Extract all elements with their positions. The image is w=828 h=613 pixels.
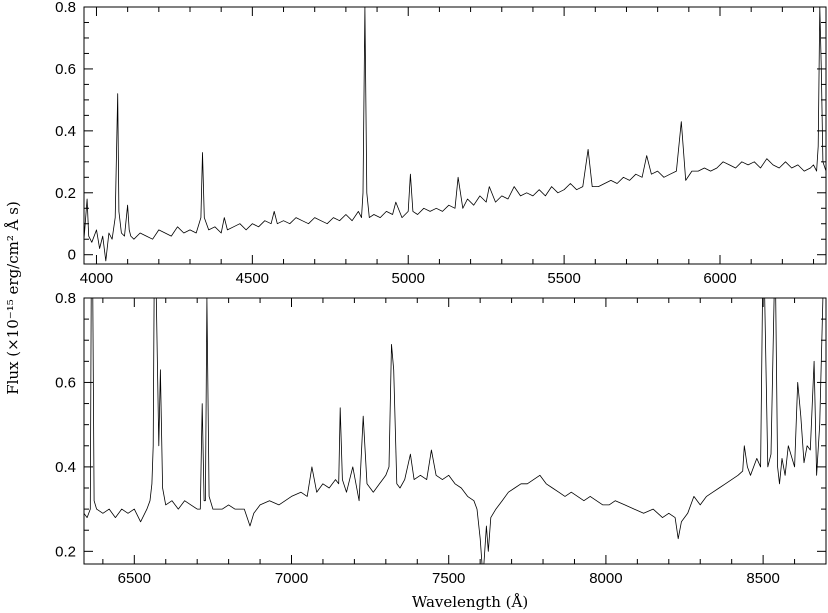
x-tick-label: 8000 — [589, 570, 622, 587]
y-tick-label: 0.2 — [55, 185, 76, 202]
y-tick-label: 0.8 — [55, 0, 76, 16]
x-tick-label: 4500 — [236, 270, 269, 287]
x-tick-label: 6500 — [118, 570, 151, 587]
x-tick-label: 8500 — [746, 570, 779, 587]
x-tick-label: 4000 — [80, 270, 113, 287]
x-tick-label: 5000 — [392, 270, 425, 287]
x-axis-title: Wavelength (Å) — [412, 593, 528, 611]
spectrum-line-bottom — [83, 297, 826, 565]
y-tick-label: 0.2 — [55, 543, 76, 560]
x-tick-label: 6000 — [703, 270, 736, 287]
spectrum-line-top — [83, 6, 827, 262]
x-tick-label: 7000 — [275, 570, 308, 587]
y-tick-label: 0.6 — [55, 374, 76, 391]
y-tick-label: 0.4 — [55, 123, 76, 140]
top-panel: 4000 4500 5000 5500 6000 0 0.2 0.4 0.6 0.8 — [55, 0, 827, 287]
y-tick-label: 0.4 — [55, 459, 76, 476]
x-tick-label: 7500 — [432, 570, 465, 587]
y-axis-title: Flux (×10⁻¹⁵ erg/cm² Å s) — [4, 201, 22, 395]
bottom-panel: 6500 7000 7500 8000 8500 0.2 0.4 0.6 0.8 — [55, 290, 827, 587]
y-tick-label: 0.6 — [55, 61, 76, 78]
plot-frame — [83, 6, 827, 265]
x-tick-label: 5500 — [547, 270, 580, 287]
y-tick-label: 0.8 — [55, 290, 76, 307]
y-tick-label: 0 — [68, 247, 76, 264]
plot-frame — [83, 297, 827, 565]
